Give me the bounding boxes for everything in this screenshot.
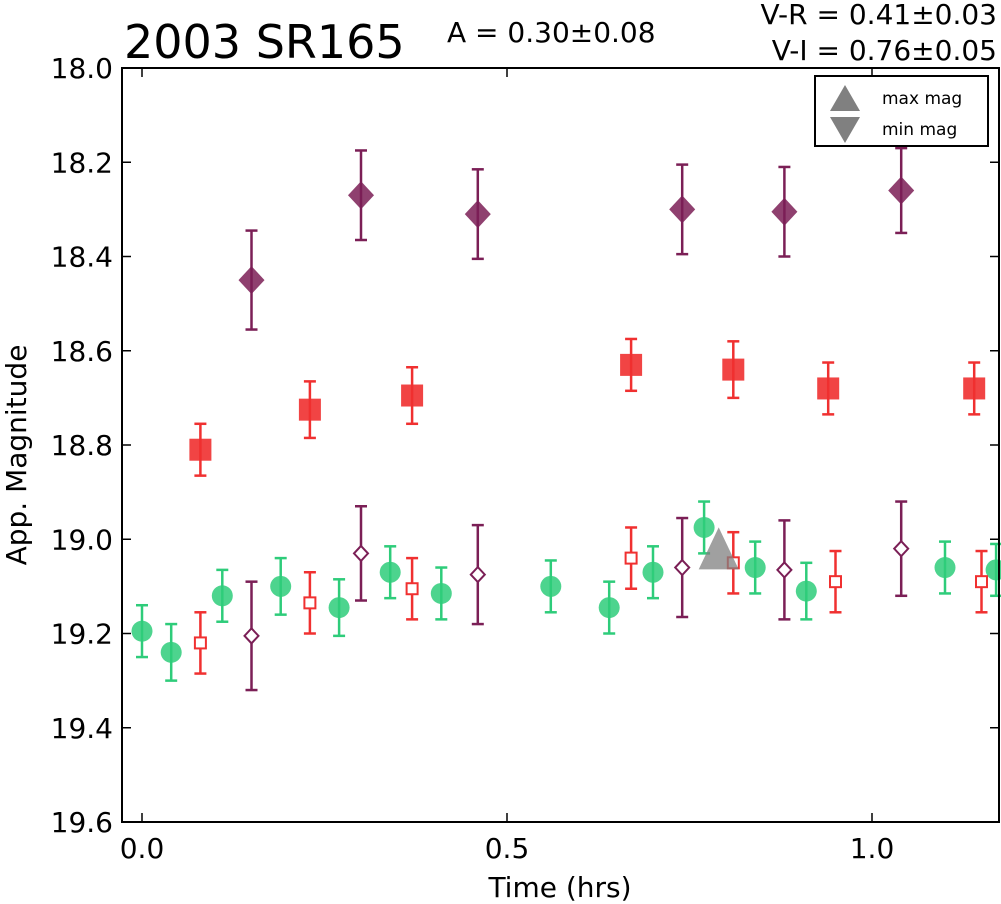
data-point [160,641,182,663]
data-point [985,559,1001,581]
data-point [469,565,487,584]
data-point [193,636,207,650]
y-tick-label: 19.2 [51,618,113,651]
data-point [624,551,638,565]
y-tick-label: 19.6 [51,806,113,839]
data-point [776,560,793,579]
y-tick-label: 18.0 [51,52,113,85]
data-point [348,181,374,210]
data-point [817,377,840,400]
legend: max mag min mag [814,75,989,147]
data-point [963,377,986,400]
y-tick-label: 19.4 [51,712,113,745]
series-diamond-filled [238,146,915,331]
data-point [405,582,419,596]
data-point [189,438,212,461]
series-square-open [193,526,988,675]
x-tick-label: 0.0 [120,832,165,865]
x-tick-label: 0.5 [485,832,530,865]
max-mag-legend-marker [830,85,860,111]
data-point [934,557,956,579]
data-point [642,561,664,583]
data-point [673,558,691,577]
data-point [829,575,842,589]
data-point [464,200,491,229]
y-tick-label: 18.6 [51,335,113,368]
data-point [888,176,915,205]
y-axis-label: App. Magnitude [0,345,33,566]
x-axis-label: Time (hrs) [487,871,631,904]
min-mag-legend-marker [830,117,860,143]
data-point [430,582,452,604]
axis-ticks: 0.00.51.01.52.018.018.218.418.618.819.01… [51,52,999,865]
data-point [131,620,153,642]
data-point [669,195,696,224]
color-vr-label: V-R = 0.41±0.03 [761,0,997,31]
y-tick-label: 18.2 [51,146,113,179]
amplitude-label: A = 0.30±0.08 [447,16,656,49]
series-square-filled [189,337,986,477]
data-point [722,358,745,381]
data-point [540,575,562,597]
data-point [211,585,233,607]
data-point [328,597,350,619]
data-point [771,197,798,226]
y-tick-label: 19.0 [51,523,113,556]
data-point [620,353,643,376]
data-point [270,575,292,597]
data-point [303,596,317,610]
data-point [598,597,620,619]
chart-title: 2003 SR165 [124,15,405,69]
data-point [401,384,424,407]
data-point [243,626,260,645]
series-diamond-open [243,500,910,692]
y-tick-label: 18.4 [51,241,113,274]
series-circle-filled [131,500,1001,682]
color-vi-label: V-I = 0.76±0.05 [772,34,997,67]
legend-max-label: max mag [882,89,962,109]
plot-frame [121,67,1000,823]
data-point [352,544,370,563]
data-point [975,575,988,589]
data-layer [131,146,1001,692]
data-point [795,580,817,602]
data-point [744,557,766,579]
max-mag-marker [698,527,739,570]
data-point [379,561,401,583]
data-point [693,516,715,538]
legend-min-label: min mag [882,120,957,140]
x-tick-label: 1.0 [850,832,895,865]
y-tick-label: 18.8 [51,429,113,462]
data-point [892,539,910,558]
data-point [238,266,265,295]
data-point [298,398,321,421]
